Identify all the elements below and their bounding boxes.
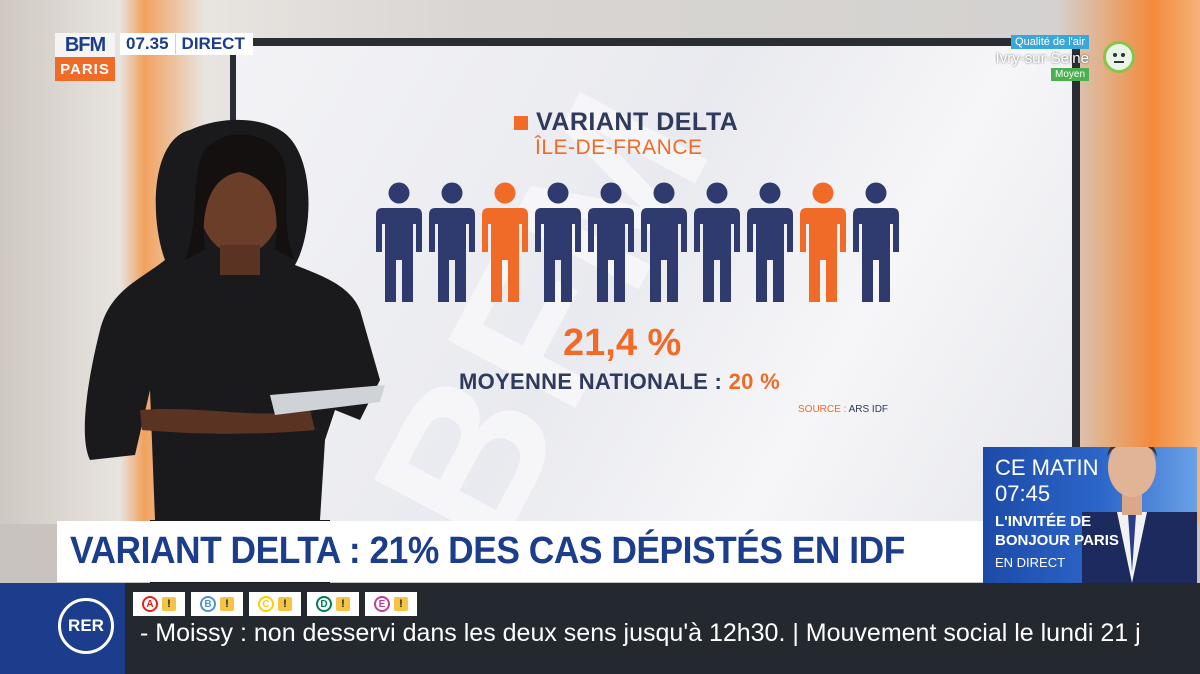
logo-bfm: BFM [55, 33, 115, 57]
headline-text: VARIANT DELTA : 21% DES CAS DÉPISTÉS EN … [70, 530, 905, 572]
warning-icon: ! [220, 597, 234, 611]
national-average: MOYENNE NATIONALE : 20 % [459, 369, 780, 395]
source-note: SOURCE : ARS IDF [798, 404, 888, 415]
person-icon-highlighted [800, 182, 846, 302]
region-percentage: 21,4 % [563, 322, 682, 364]
rer-line-e: E! [365, 592, 417, 616]
warning-icon: ! [394, 597, 408, 611]
person-icon [376, 182, 422, 302]
promo-line-4: BONJOUR PARIS [995, 532, 1119, 549]
rer-line-a: A! [133, 592, 185, 616]
person-icon-highlighted [482, 182, 528, 302]
person-icon [535, 182, 581, 302]
graphic-title-text: VARIANT DELTA [536, 108, 739, 136]
headline-bar: VARIANT DELTA : 21% DES CAS DÉPISTÉS EN … [57, 521, 983, 582]
rer-line-letter: B [200, 596, 216, 612]
clock: 07.35 [126, 34, 169, 53]
rer-badge-icon: RER [58, 598, 114, 654]
air-quality-label: Qualité de l'air [1011, 35, 1089, 49]
logo-paris: PARIS [55, 57, 115, 81]
neutral-face-icon [1103, 41, 1135, 73]
person-icon [588, 182, 634, 302]
rer-lines: A! B! C! D! E! [133, 592, 417, 616]
graphic-subtitle: ÎLE-DE-FRANCE [535, 136, 703, 159]
upcoming-promo: CE MATIN 07:45 L'INVITÉE DE BONJOUR PARI… [983, 447, 1197, 583]
air-quality-widget: Qualité de l'air Ivry-sur-Seine Moyen [985, 35, 1145, 83]
person-icon [641, 182, 687, 302]
graphic-title: VARIANT DELTA [514, 108, 738, 137]
live-label: DIRECT [174, 34, 253, 54]
rer-line-letter: A [142, 596, 158, 612]
rer-line-letter: D [316, 596, 332, 612]
person-icon [853, 182, 899, 302]
ticker-dark-area [125, 583, 1200, 674]
rer-line-b: B! [191, 592, 243, 616]
promo-line-3: L'INVITÉE DE [995, 513, 1092, 530]
person-icon [429, 182, 475, 302]
people-pictogram [376, 182, 899, 302]
channel-logo: BFM PARIS [55, 33, 115, 81]
ticker-text: - Moissy : non desservi dans les deux se… [140, 619, 1141, 647]
source-label: SOURCE : [798, 404, 847, 415]
warning-icon: ! [278, 597, 292, 611]
source-value: ARS IDF [848, 404, 889, 415]
time-tag: 07.35 DIRECT [120, 33, 253, 55]
promo-line-2: 07:45 [995, 481, 1051, 506]
rer-line-letter: C [258, 596, 274, 612]
warning-icon: ! [162, 597, 176, 611]
promo-line-5: EN DIRECT [995, 555, 1066, 570]
air-quality-city: Ivry-sur-Seine [995, 50, 1089, 67]
national-average-label: MOYENNE NATIONALE : [459, 369, 723, 394]
person-icon [747, 182, 793, 302]
guest-photo [1082, 447, 1197, 583]
warning-icon: ! [336, 597, 350, 611]
rer-line-c: C! [249, 592, 301, 616]
air-quality-level: Moyen [1050, 68, 1089, 81]
national-average-value: 20 % [728, 369, 780, 394]
rer-line-letter: E [374, 596, 390, 612]
title-square-icon [514, 115, 528, 130]
rer-line-d: D! [307, 592, 359, 616]
promo-line-1: CE MATIN [995, 455, 1099, 480]
person-icon [694, 182, 740, 302]
